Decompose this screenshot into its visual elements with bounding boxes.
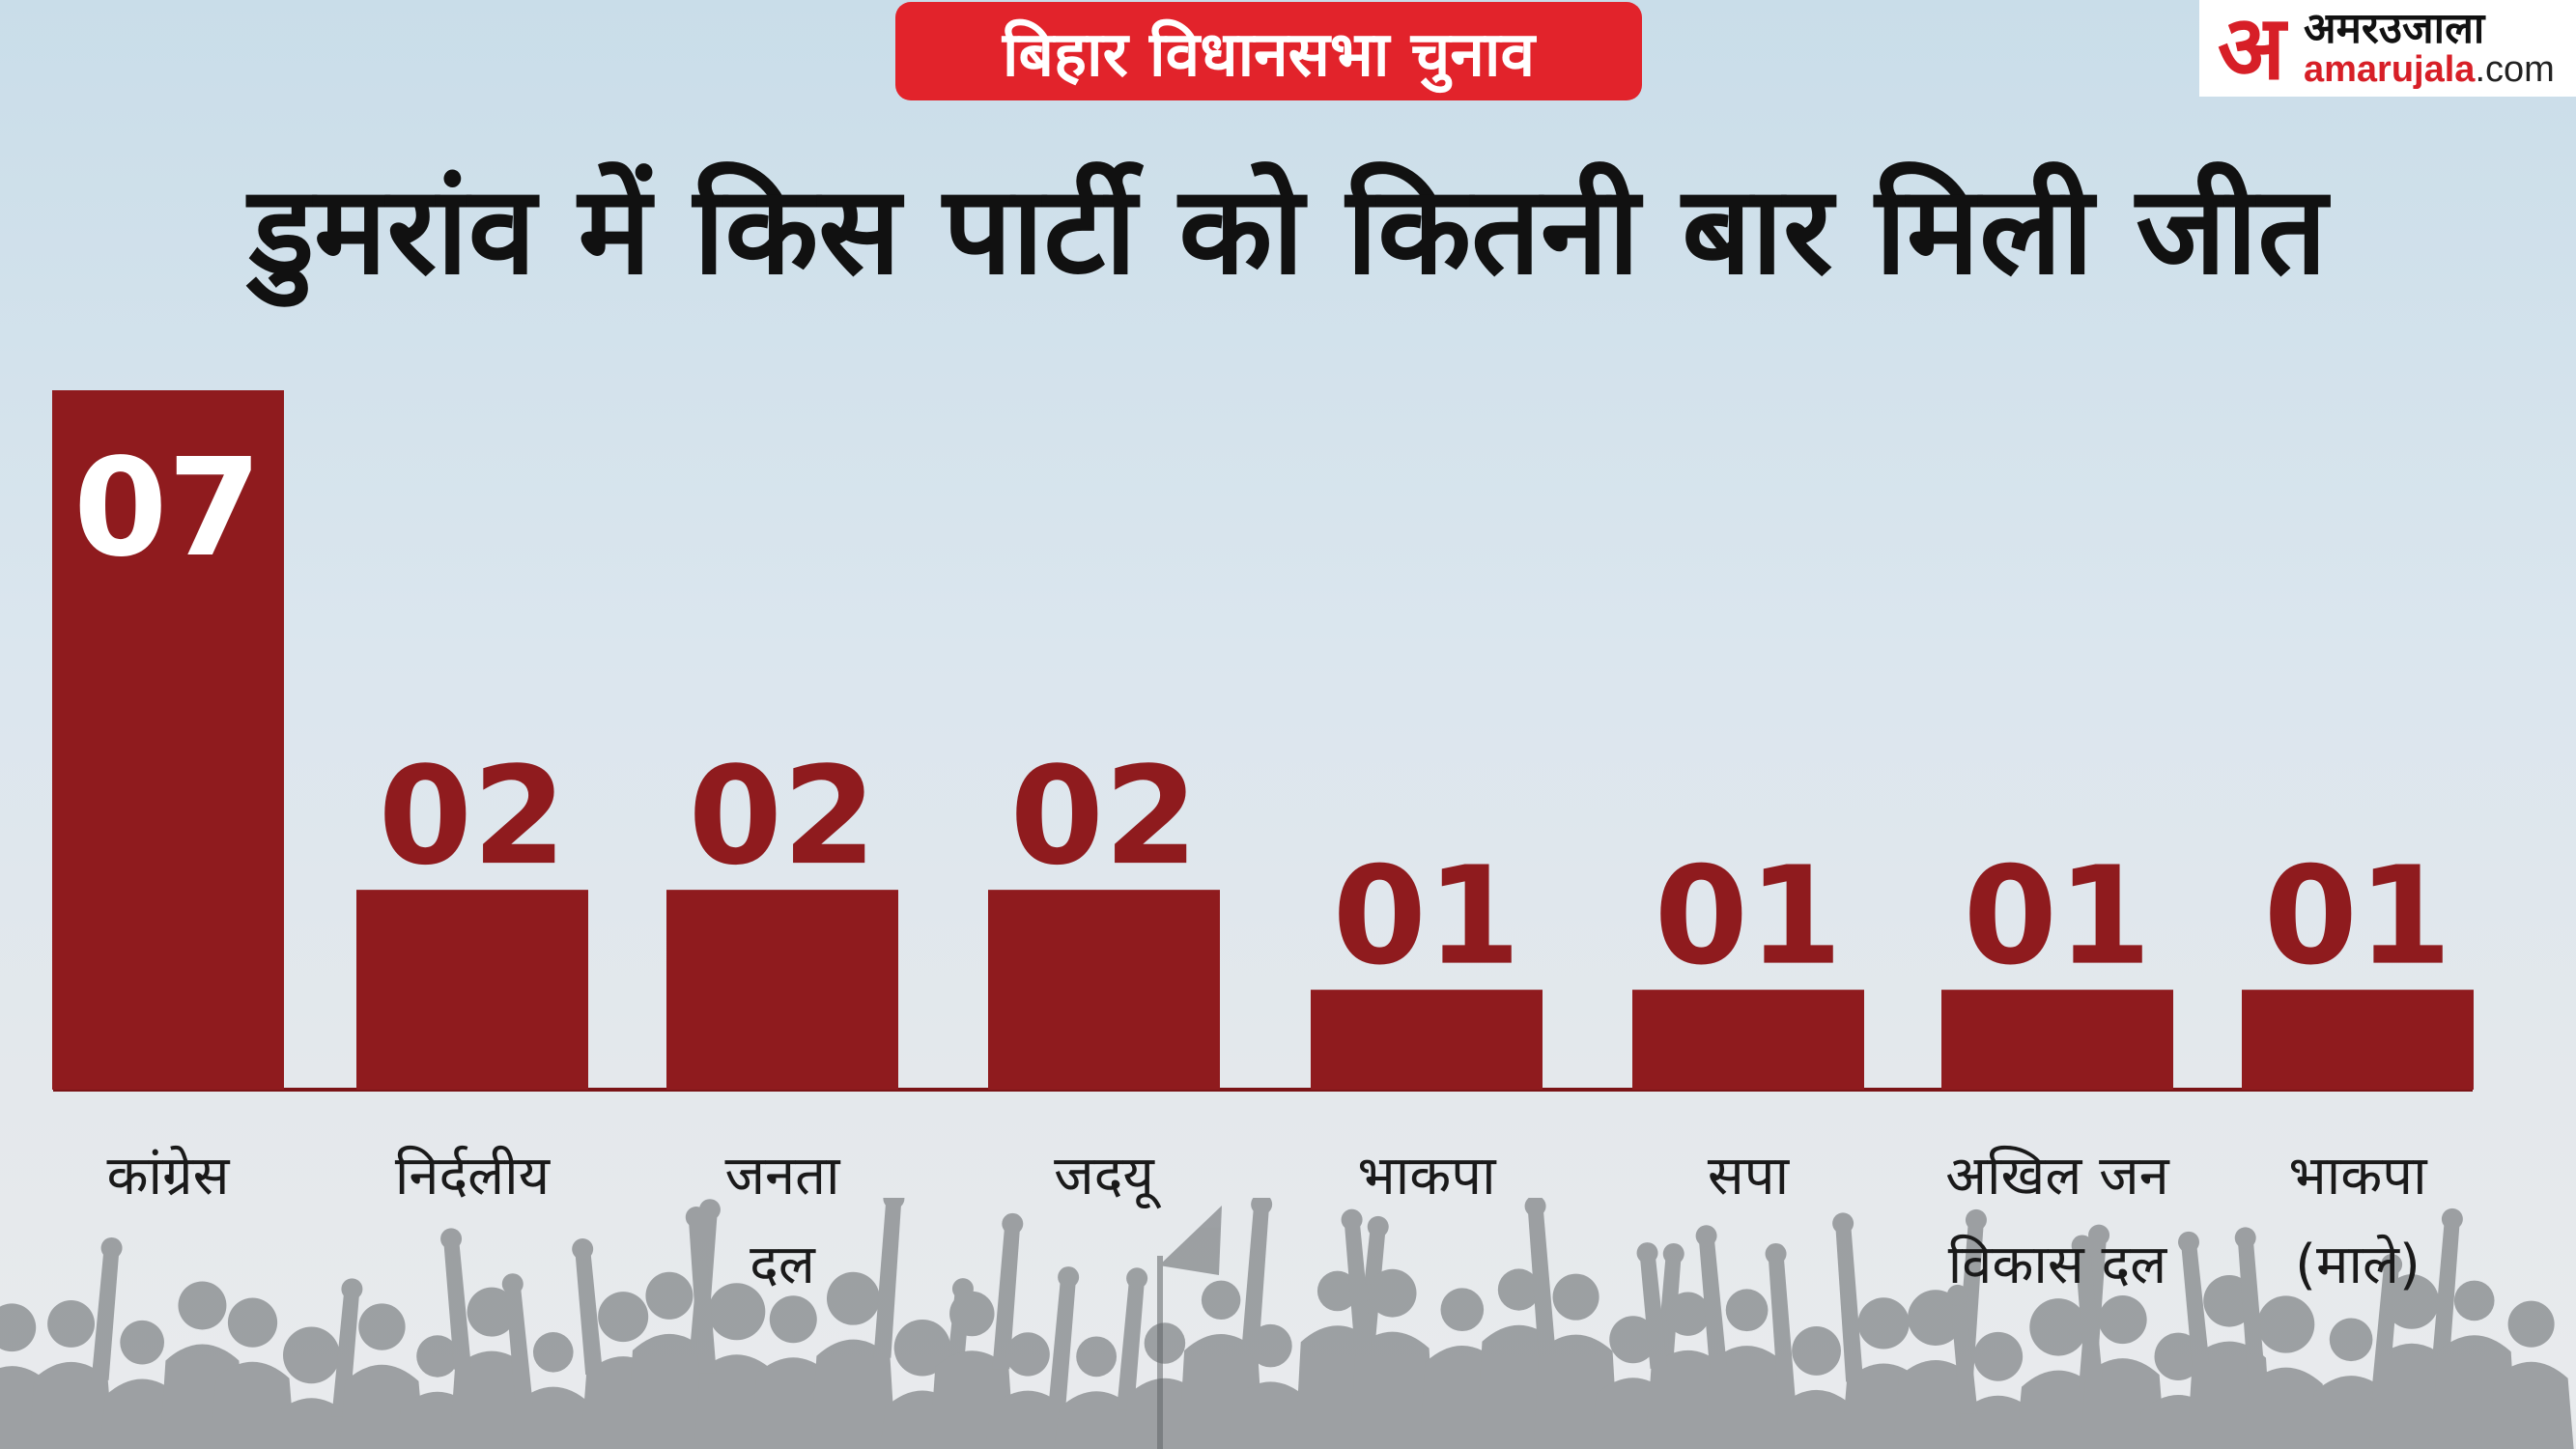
logo-domain: .com xyxy=(2475,49,2555,91)
category-label: कांग्रेस xyxy=(107,1145,231,1208)
bar-value-label: 07 xyxy=(73,430,262,587)
category-label: जनता xyxy=(724,1145,841,1208)
bar xyxy=(1941,989,2173,1090)
logo-english-text: amarujala.com xyxy=(2304,49,2555,91)
category-label: भाकपा xyxy=(2288,1145,2428,1208)
flag-icon xyxy=(1159,1206,1222,1275)
bar xyxy=(1632,989,1864,1090)
bar-value-label: 02 xyxy=(1010,738,1199,895)
badge-text: बिहार विधानसभा चुनाव xyxy=(1002,18,1536,91)
bar xyxy=(2242,989,2474,1090)
bar xyxy=(1311,989,1543,1090)
category-label: भाकपा xyxy=(1357,1145,1497,1208)
bar-value-label: 01 xyxy=(2264,838,2452,996)
bar xyxy=(52,390,284,1090)
category-label: (माले) xyxy=(2295,1234,2420,1296)
logo-brand: amarujala xyxy=(2304,49,2476,91)
chart-title: डुमरांव में किस पार्टी को कितनी बार मिली… xyxy=(248,159,2328,301)
bar xyxy=(988,890,1220,1090)
bar-value-label: 02 xyxy=(379,738,567,895)
category-label: विकास दल xyxy=(1948,1234,2168,1296)
bar xyxy=(356,890,588,1090)
logo-hindi-text: अमरउजाला xyxy=(2304,3,2485,53)
category-label: निर्दलीय xyxy=(395,1145,552,1208)
bar-value-label: 01 xyxy=(1964,838,2152,996)
crowd-silhouette xyxy=(0,1198,2574,1449)
category-label: अखिल जन xyxy=(1945,1145,2169,1208)
bar-value-label: 02 xyxy=(689,738,877,895)
bar-value-label: 01 xyxy=(1655,838,1843,996)
category-label: सपा xyxy=(1708,1145,1791,1208)
bar xyxy=(666,890,898,1090)
category-label: जदयू xyxy=(1054,1145,1162,1209)
header-badge: बिहार विधानसभा चुनाव xyxy=(895,2,1642,100)
bar-value-label: 01 xyxy=(1333,838,1521,996)
logo-mark: अ xyxy=(2217,0,2286,99)
amarujala-logo[interactable]: अ अमरउजाला amarujala.com xyxy=(2199,0,2576,97)
category-label: दल xyxy=(750,1234,816,1296)
